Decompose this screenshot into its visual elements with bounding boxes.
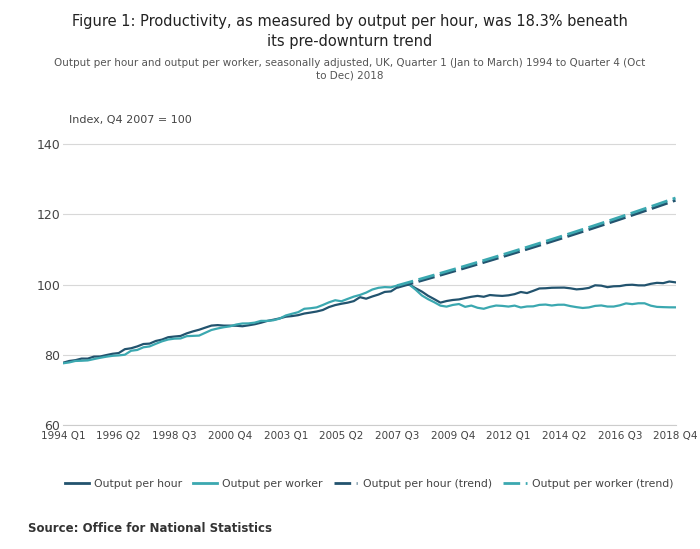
Text: Index, Q4 2007 = 100: Index, Q4 2007 = 100 (69, 115, 192, 125)
Text: Source: Office for National Statistics: Source: Office for National Statistics (28, 522, 272, 535)
Legend: Output per hour, Output per worker, Output per hour (trend), Output per worker (: Output per hour, Output per worker, Outp… (60, 474, 678, 493)
Text: Output per hour and output per worker, seasonally adjusted, UK, Quarter 1 (Jan t: Output per hour and output per worker, s… (55, 58, 645, 81)
Text: Figure 1: Productivity, as measured by output per hour, was 18.3% beneath
its pr: Figure 1: Productivity, as measured by o… (72, 14, 628, 48)
